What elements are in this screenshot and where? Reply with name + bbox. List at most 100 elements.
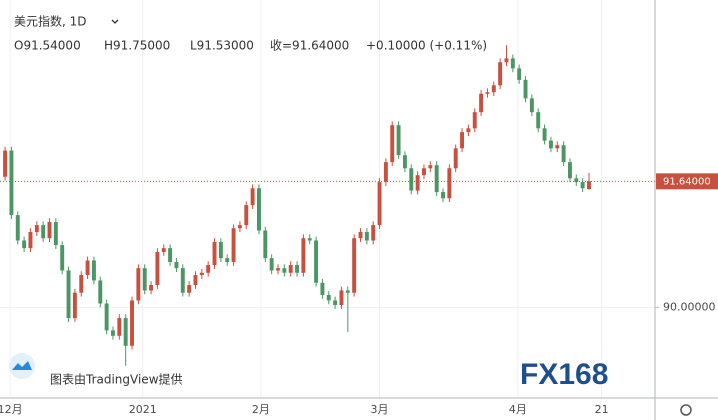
candle-body bbox=[326, 295, 331, 301]
candle-body bbox=[60, 245, 65, 271]
candle-body bbox=[41, 225, 46, 239]
candle-body bbox=[34, 225, 39, 233]
candle-body bbox=[28, 232, 33, 249]
candle-body bbox=[352, 238, 357, 293]
dropdown-icon[interactable] bbox=[111, 19, 119, 24]
tv-logo bbox=[9, 353, 35, 379]
candle-body bbox=[542, 128, 547, 141]
candle-body bbox=[498, 62, 503, 86]
candle-body bbox=[91, 260, 96, 281]
candle-body bbox=[244, 205, 249, 226]
x-tick-label: 3月 bbox=[371, 403, 389, 416]
fx168-logo: FX168 bbox=[520, 358, 608, 391]
x-tick-label: 21 bbox=[595, 403, 609, 416]
chart-title: 美元指数, 1D bbox=[14, 14, 87, 29]
last-price-label: 91.64000 bbox=[663, 176, 711, 187]
x-tick-label: 2月 bbox=[252, 403, 270, 416]
candle-body bbox=[85, 260, 90, 276]
candle-body bbox=[428, 165, 433, 169]
last-price-tag bbox=[656, 173, 718, 190]
candle-body bbox=[301, 238, 306, 273]
candle-body bbox=[161, 248, 166, 253]
candle-body bbox=[263, 230, 268, 259]
candle-body bbox=[333, 300, 338, 306]
candle-body bbox=[193, 275, 198, 286]
candle-body bbox=[517, 68, 522, 80]
candle-body bbox=[15, 215, 20, 241]
candle-body bbox=[72, 292, 77, 319]
candle-body bbox=[231, 228, 236, 263]
candle-body bbox=[149, 285, 154, 291]
candle-body bbox=[174, 262, 179, 269]
candle-body bbox=[250, 188, 255, 206]
candle-body bbox=[314, 240, 319, 283]
candle-body bbox=[295, 265, 300, 273]
ohlc-label: 收=91.64000 bbox=[270, 39, 349, 53]
candle-body bbox=[383, 162, 388, 183]
candle-body bbox=[123, 318, 128, 346]
candle-body bbox=[447, 168, 452, 199]
candle-body bbox=[345, 290, 350, 293]
candle-body bbox=[155, 252, 160, 286]
candle-body bbox=[453, 148, 458, 169]
candle-body bbox=[510, 58, 515, 69]
candle-body bbox=[460, 132, 465, 149]
candle-body bbox=[523, 79, 528, 99]
candle-body bbox=[396, 125, 401, 156]
candle-body bbox=[66, 270, 71, 319]
candle-body bbox=[218, 242, 223, 259]
candle-body bbox=[390, 125, 395, 163]
candle-body bbox=[529, 98, 534, 113]
candle-body bbox=[485, 92, 490, 94]
candle-body bbox=[237, 225, 242, 229]
settings-icon[interactable] bbox=[680, 404, 692, 416]
candle-body bbox=[402, 155, 407, 169]
candle-body bbox=[377, 182, 382, 226]
x-tick-label: 4月 bbox=[509, 403, 527, 416]
candle-body bbox=[9, 150, 14, 216]
y-tick-label: 90.00000 bbox=[663, 300, 716, 313]
ohlc-label: H91.75000 bbox=[104, 39, 170, 53]
candle-body bbox=[415, 175, 420, 191]
ohlc-label: +0.10000 (+0.11%) bbox=[366, 39, 487, 53]
candle-body bbox=[441, 192, 445, 199]
candle-body bbox=[491, 85, 496, 93]
candle-body bbox=[199, 272, 204, 276]
x-tick-label: 12月 bbox=[0, 403, 23, 416]
candle-body bbox=[104, 303, 109, 331]
candle-body bbox=[587, 181, 591, 190]
candle-body bbox=[504, 58, 509, 63]
tv-logo-mark bbox=[12, 361, 32, 370]
candle-body bbox=[136, 268, 141, 301]
candle-body bbox=[269, 258, 274, 271]
candle-body bbox=[574, 178, 579, 183]
candle-body bbox=[180, 268, 185, 293]
candle-body bbox=[22, 240, 27, 249]
candle-body bbox=[364, 232, 369, 241]
candle-body bbox=[358, 232, 363, 239]
candle-body bbox=[168, 248, 173, 263]
candle-body bbox=[466, 128, 471, 133]
x-tick-label: 2021 bbox=[129, 403, 157, 416]
candle-body bbox=[130, 300, 134, 346]
ohlc-label: L91.53000 bbox=[190, 39, 254, 53]
candle-body bbox=[479, 93, 484, 113]
candle-body bbox=[567, 162, 572, 179]
candle-body bbox=[536, 112, 541, 129]
candle-body bbox=[371, 225, 376, 241]
candle-body bbox=[472, 112, 477, 129]
candle-body bbox=[434, 165, 439, 193]
candle-body bbox=[206, 265, 211, 273]
candle-body bbox=[555, 145, 560, 149]
candle-body bbox=[79, 275, 84, 293]
candle-body bbox=[320, 282, 325, 296]
candle-body bbox=[117, 318, 122, 336]
candle-body bbox=[47, 222, 52, 239]
candle-body bbox=[111, 330, 115, 336]
candle-body bbox=[339, 290, 344, 306]
candle-body bbox=[288, 265, 293, 273]
candle-body bbox=[256, 188, 261, 231]
candle-body bbox=[422, 168, 426, 176]
candle-body bbox=[225, 258, 230, 263]
candle-body bbox=[98, 280, 103, 304]
